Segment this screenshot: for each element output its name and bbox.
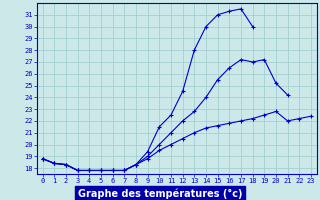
Text: Graphe des températures (°c): Graphe des températures (°c) <box>78 189 242 199</box>
